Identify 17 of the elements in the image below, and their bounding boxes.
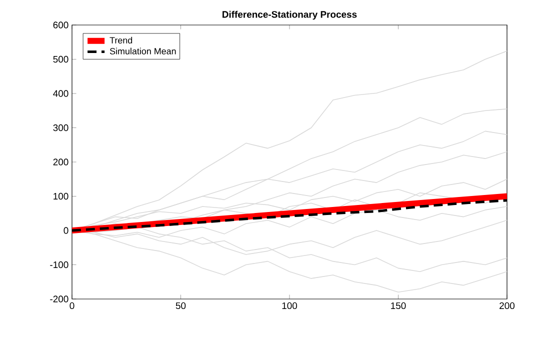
y-tick-label: 500 xyxy=(53,56,68,63)
x-tick-label: 150 xyxy=(391,302,406,310)
x-tick-label: 100 xyxy=(282,302,298,310)
x-tick-label: 50 xyxy=(176,302,186,310)
legend-label: Simulation Mean xyxy=(110,48,176,54)
y-tick-label: 0 xyxy=(64,227,68,234)
y-tick-label: 400 xyxy=(53,90,68,97)
chart-title: Difference-Stationary Process xyxy=(222,10,357,20)
x-tick-label: 200 xyxy=(500,302,515,310)
y-tick-label: 300 xyxy=(53,124,68,132)
y-tick-label: -100 xyxy=(50,261,68,268)
y-tick-label: -200 xyxy=(50,296,68,302)
legend-label: Trend xyxy=(110,36,132,44)
y-tick-label: 100 xyxy=(54,192,68,200)
x-tick-label: 0 xyxy=(70,302,74,310)
y-tick-label: 200 xyxy=(53,158,68,166)
y-tick-label: 600 xyxy=(53,22,68,28)
